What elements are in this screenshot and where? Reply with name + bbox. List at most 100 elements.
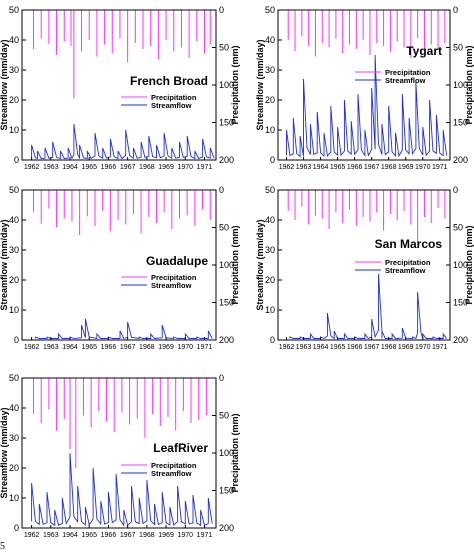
legend-label-streamflow: Streamflow [151, 281, 192, 290]
x-tick-label: 1968 [381, 344, 397, 351]
legend-label-precipitation: Precipitation [151, 461, 197, 470]
x-tick-label: 1969 [158, 344, 174, 351]
y2-tick-label: 200 [219, 335, 234, 345]
y-tick-label: 30 [9, 245, 19, 255]
chart-title: Guadalupe [146, 254, 208, 268]
y-tick-label: 0 [14, 155, 19, 165]
x-tick-label: 1963 [43, 164, 59, 171]
x-tick-label: 1964 [62, 532, 78, 539]
streamflow-line [34, 318, 213, 340]
legend-label-precipitation: Precipitation [385, 68, 431, 77]
y-tick-label: 50 [9, 185, 19, 195]
x-tick-label: 1963 [43, 344, 59, 351]
y-tick-label: 40 [265, 35, 275, 45]
y2-tick-label: 0 [453, 5, 458, 15]
x-tick-label: 1970 [177, 532, 193, 539]
x-tick-label: 1964 [313, 344, 329, 351]
x-tick-label: 1966 [101, 164, 117, 171]
x-tick-label: 1964 [62, 344, 78, 351]
x-tick-label: 1971 [197, 164, 213, 171]
x-tick-label: 1962 [24, 164, 40, 171]
y2-tick-label: 100 [219, 80, 234, 90]
y-tick-label: 50 [265, 5, 275, 15]
y2-tick-label: 150 [219, 118, 234, 128]
x-tick-label: 1968 [139, 164, 155, 171]
legend-label-streamflow: Streamflow [385, 76, 426, 85]
x-tick-label: 1963 [296, 164, 312, 171]
x-tick-label: 1965 [330, 344, 346, 351]
x-tick-label: 1968 [139, 344, 155, 351]
y-tick-label: 0 [14, 523, 19, 533]
x-tick-label: 1969 [398, 344, 414, 351]
chart-title: LeafRiver [153, 441, 208, 455]
chart-title: French Broad [130, 74, 208, 88]
y-tick-label: 20 [9, 95, 19, 105]
x-tick-label: 1971 [197, 344, 213, 351]
legend-label-streamflow: Streamflow [151, 101, 192, 110]
y2-tick-label: 50 [453, 223, 463, 233]
y2-tick-label: 150 [219, 486, 234, 496]
x-tick-label: 1970 [177, 344, 193, 351]
legend-label-precipitation: Precipitation [151, 273, 197, 282]
legend-label-precipitation: Precipitation [151, 93, 197, 102]
x-tick-label: 1971 [432, 164, 448, 171]
x-tick-label: 1971 [432, 344, 448, 351]
y-tick-label: 50 [265, 185, 275, 195]
chart-title: Tygart [406, 44, 442, 58]
y2-tick-label: 50 [219, 223, 229, 233]
y-tick-label: 30 [265, 245, 275, 255]
y2-axis-label: Precipitation (mm) [464, 225, 474, 304]
legend-label-streamflow: Streamflow [385, 266, 426, 275]
y-axis-label: Streamflow (mm/day) [0, 407, 9, 498]
chart-panel-5: 0 10 20 30 40 50 0 50 100 150 200 1962 1963 1964 1965 1… [0, 373, 240, 539]
y-tick-label: 30 [9, 65, 19, 75]
chart-title: San Marcos [375, 237, 443, 251]
x-tick-label: 1967 [120, 164, 136, 171]
y-tick-label: 10 [265, 125, 275, 135]
y-tick-label: 10 [9, 493, 19, 503]
x-tick-label: 1970 [177, 164, 193, 171]
chart-panel-3: 0 10 20 30 40 50 0 50 100 150 200 1962 1963 1964 1965 1… [0, 185, 240, 351]
y-tick-label: 30 [9, 433, 19, 443]
y2-tick-label: 0 [219, 373, 224, 383]
y2-tick-label: 50 [219, 43, 229, 53]
x-tick-label: 1962 [24, 532, 40, 539]
x-tick-label: 1967 [120, 344, 136, 351]
y2-tick-label: 200 [219, 155, 234, 165]
y2-tick-label: 150 [453, 298, 468, 308]
y-tick-label: 20 [265, 275, 275, 285]
x-tick-label: 1965 [81, 164, 97, 171]
y2-tick-label: 150 [453, 118, 468, 128]
y-tick-label: 10 [9, 305, 19, 315]
x-tick-label: 1966 [347, 164, 363, 171]
y2-axis-label: Precipitation (mm) [230, 45, 240, 124]
y2-tick-label: 150 [219, 298, 234, 308]
y-axis-label: Streamflow (mm/day) [0, 39, 9, 130]
y-tick-label: 40 [265, 215, 275, 225]
legend-label-streamflow: Streamflow [151, 469, 192, 478]
y2-tick-label: 100 [219, 260, 234, 270]
legend-label-precipitation: Precipitation [385, 258, 431, 267]
y2-tick-label: 0 [219, 185, 224, 195]
x-tick-label: 1965 [81, 344, 97, 351]
y-tick-label: 0 [270, 335, 275, 345]
x-tick-label: 1968 [381, 164, 397, 171]
y2-tick-label: 50 [453, 43, 463, 53]
x-tick-label: 1971 [197, 532, 213, 539]
x-tick-label: 1967 [364, 344, 380, 351]
x-tick-label: 1970 [415, 164, 431, 171]
y2-axis-label: Precipitation (mm) [230, 413, 240, 492]
y2-tick-label: 0 [219, 5, 224, 15]
y-tick-label: 50 [9, 5, 19, 15]
y-tick-label: 30 [265, 65, 275, 75]
streamflow-line [289, 273, 447, 340]
x-tick-label: 1966 [101, 532, 117, 539]
x-tick-label: 1962 [24, 344, 40, 351]
x-tick-label: 1966 [101, 344, 117, 351]
x-tick-label: 1962 [279, 164, 295, 171]
streamflow-line [286, 54, 448, 158]
y-tick-label: 40 [9, 403, 19, 413]
y2-tick-label: 0 [453, 185, 458, 195]
